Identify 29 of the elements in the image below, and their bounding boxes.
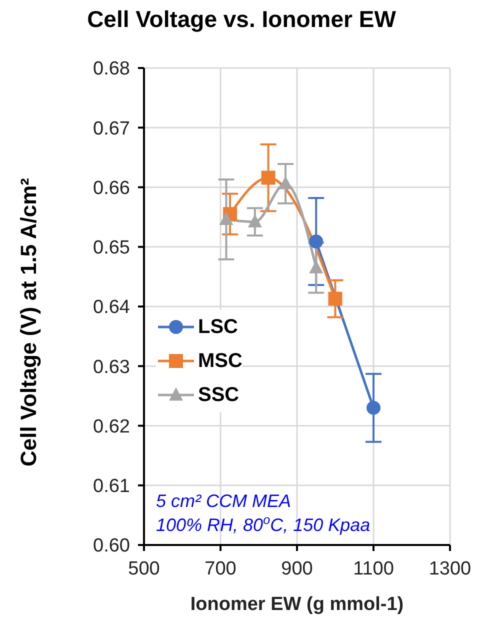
annotation: 100% RH, 80$^{o}$C, 150 Kpaa — [156, 513, 370, 535]
y-tick-label: 0.68 — [93, 58, 130, 80]
y-tick-label: 0.60 — [93, 536, 130, 557]
legend-label: LSC — [198, 316, 238, 338]
y-tick-label: 0.62 — [93, 416, 130, 438]
point — [309, 260, 324, 274]
x-tick-label: 1300 — [428, 558, 472, 580]
point — [309, 234, 324, 249]
y-tick-label: 0.66 — [93, 178, 130, 199]
y-tick-label: 0.63 — [93, 356, 130, 378]
legend-label: SSC — [198, 384, 240, 406]
legend-label: MSC — [198, 350, 242, 372]
point — [366, 400, 380, 415]
chart-title: Cell Voltage vs. Ionomer EW — [86, 6, 397, 33]
point — [328, 292, 342, 306]
y-tick-label: 0.67 — [93, 118, 130, 140]
annotation: 5 cm² CCM MEA — [156, 491, 291, 511]
point — [248, 214, 262, 228]
x-tick-label: 1100 — [353, 558, 394, 580]
point — [261, 170, 276, 185]
y-tick-label: 0.61 — [93, 476, 130, 498]
x-tick-label: 700 — [204, 558, 236, 580]
point — [219, 212, 234, 226]
y-tick-label: 0.65 — [93, 238, 130, 259]
x-tick-label: 900 — [281, 558, 313, 580]
y-tick-label: 0.64 — [93, 297, 130, 318]
y-axis-title: Cell Voltage (V) at 1.5 A/cm² — [16, 178, 41, 466]
x-axis-title: Ionomer EW (g mmol-1) — [190, 594, 404, 615]
x-tick-label: 500 — [128, 558, 160, 580]
